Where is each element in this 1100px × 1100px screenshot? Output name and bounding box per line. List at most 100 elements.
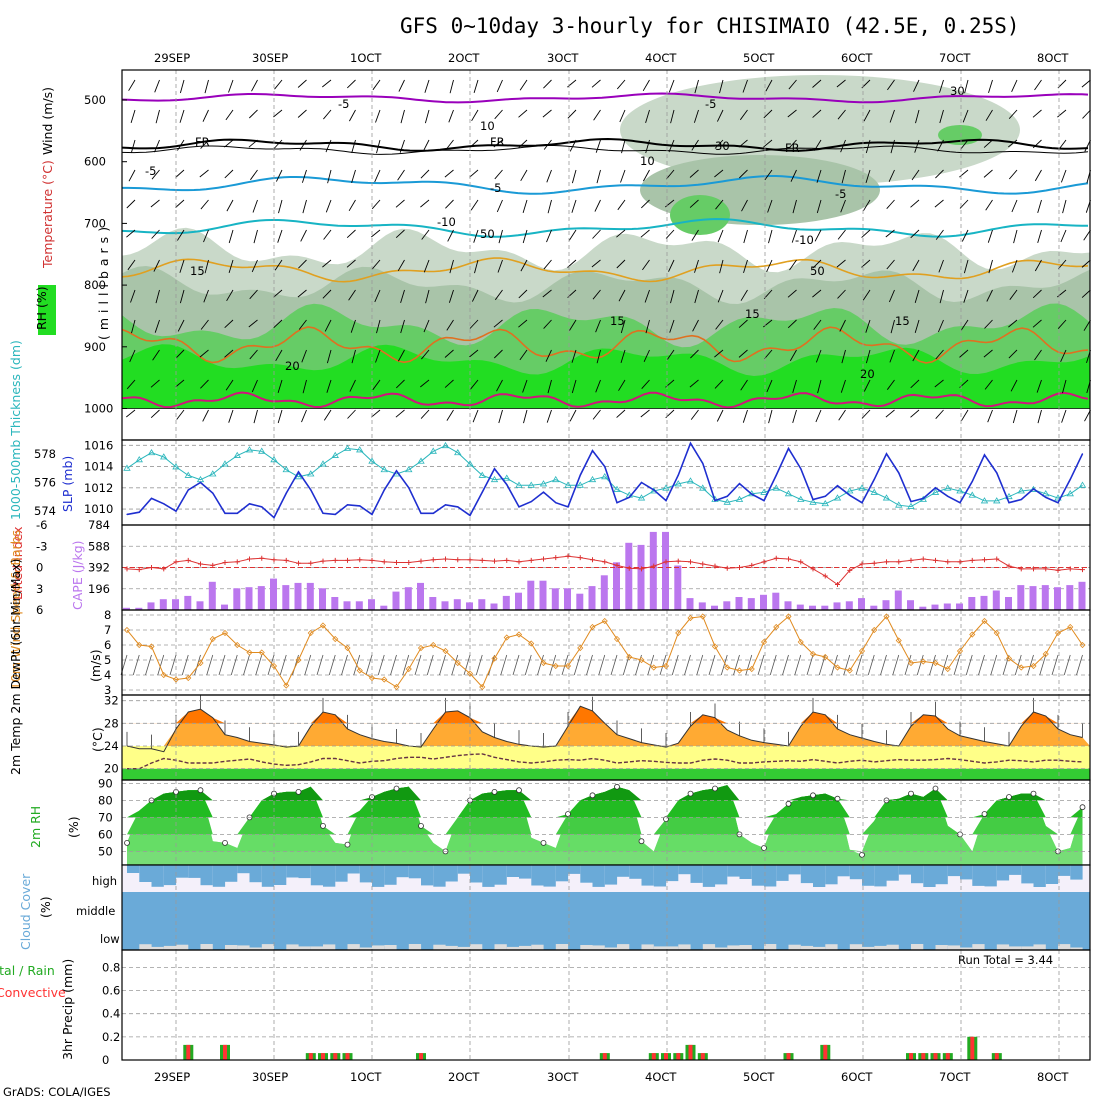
contour-freezing-2	[121, 145, 1089, 155]
cloud-high-bar	[335, 865, 348, 882]
upper-wind-label: Wind (m/s)	[40, 87, 55, 155]
wind-barb	[742, 409, 748, 423]
cloud-low-bar	[286, 944, 299, 950]
cloud-low-bar	[298, 946, 311, 950]
cloud-high-bar	[519, 865, 532, 879]
thickness-point	[735, 495, 744, 502]
cloud-low-bar	[715, 947, 728, 950]
cape-bar	[159, 599, 167, 610]
wind10-barb	[377, 654, 385, 676]
rh-legend-swatch	[38, 285, 56, 335]
li-point	[626, 565, 632, 571]
cloud-high-bar	[1045, 865, 1059, 884]
cape-bar	[331, 597, 339, 610]
cape-bar	[294, 582, 302, 610]
bottom-date-label: 8OCT	[1037, 1070, 1069, 1084]
wind10-barb	[365, 654, 373, 676]
wind-barb	[471, 109, 479, 122]
cloud-high-bar	[139, 865, 152, 882]
cloud-high-bar	[470, 865, 483, 883]
wind-barb	[297, 289, 307, 298]
thickness-point	[135, 456, 143, 463]
wind-barb	[299, 139, 307, 151]
wind10-point	[834, 664, 841, 671]
wind-barb	[567, 109, 577, 119]
wind-barb	[351, 169, 356, 184]
rh2m-point	[491, 789, 498, 795]
wind-barb	[273, 139, 283, 149]
wind-barb	[225, 109, 234, 121]
cape-bar	[380, 605, 388, 610]
wind-barb	[963, 259, 969, 274]
contour-label: 15	[745, 307, 760, 321]
li-point	[675, 558, 681, 564]
li-point	[590, 557, 595, 563]
rh2m-point	[932, 785, 939, 792]
wind-barb	[960, 319, 969, 331]
thickness-point	[944, 484, 952, 491]
wind-barb	[816, 169, 822, 183]
wind-barb	[473, 229, 479, 243]
wind-barb	[838, 409, 846, 421]
thickness-point	[993, 497, 1001, 504]
wind-barb	[935, 349, 944, 360]
cloud-low-bar	[1009, 946, 1022, 950]
cape-bar	[845, 601, 853, 610]
wind-barb	[694, 79, 699, 94]
wind-barb	[444, 169, 454, 178]
wind-barb	[714, 169, 724, 178]
cloud-low-bar	[470, 944, 483, 950]
wind-barb	[273, 289, 283, 298]
cloud-low-bar	[813, 946, 826, 950]
wind-barb	[179, 259, 185, 273]
slp-point	[199, 481, 202, 484]
cloud-low-bar	[176, 944, 189, 950]
wind-barb	[398, 79, 405, 92]
cloud-high-bar	[323, 865, 336, 887]
rh2m-shade	[127, 785, 1083, 818]
cape-bar	[306, 582, 314, 610]
slp-point	[775, 474, 777, 476]
wind-barb	[395, 199, 405, 208]
wind-barb	[865, 349, 871, 364]
wind-barb	[763, 109, 773, 119]
wind-barb	[448, 289, 454, 303]
wind-barb	[642, 259, 650, 271]
wind10-point	[295, 656, 302, 664]
bottom-date-axis: 29SEP 30SEP 1OCT 2OCT 3OCT 4OCT 5OCT 6OCT 7OCT 8O…	[154, 1070, 1069, 1084]
cape-bar	[233, 588, 241, 610]
slp-point	[824, 495, 826, 497]
wind-barb	[719, 79, 724, 94]
wind-barb	[620, 169, 626, 183]
upper-temp-label: Temperature (°C)	[40, 160, 55, 269]
cloud-high-bar	[237, 865, 250, 874]
li-tick: -3	[36, 539, 47, 553]
li-point	[688, 559, 693, 565]
slp-point	[555, 502, 557, 504]
thickness-point	[552, 475, 560, 483]
wind-barb	[152, 349, 160, 361]
wind-barb	[224, 169, 234, 179]
wind-barb	[815, 409, 822, 423]
pressure-tick: 500	[84, 93, 106, 107]
wind-barb	[888, 169, 895, 182]
wind-barb	[322, 79, 332, 88]
wind10-barb	[206, 654, 214, 676]
cloud-high-bar	[1058, 865, 1071, 876]
cape-tick: 588	[88, 539, 110, 553]
wind10-barb	[218, 654, 226, 676]
cape-bar	[551, 588, 559, 610]
cloud-low-bar	[617, 944, 630, 950]
t2m-tick: 24	[104, 739, 119, 753]
cloud-high-bar	[445, 865, 458, 882]
wind10-point	[417, 644, 425, 652]
wind10-point	[136, 641, 143, 649]
rh2m-point	[638, 838, 645, 845]
wind10-point	[956, 647, 964, 655]
cloud-low-bar	[874, 945, 887, 950]
li-point	[283, 557, 289, 563]
rh2m-point	[516, 787, 522, 794]
cloud-low-bar	[323, 944, 336, 950]
cloud-high-bar	[531, 865, 544, 886]
cloud-low-bar	[225, 945, 238, 950]
